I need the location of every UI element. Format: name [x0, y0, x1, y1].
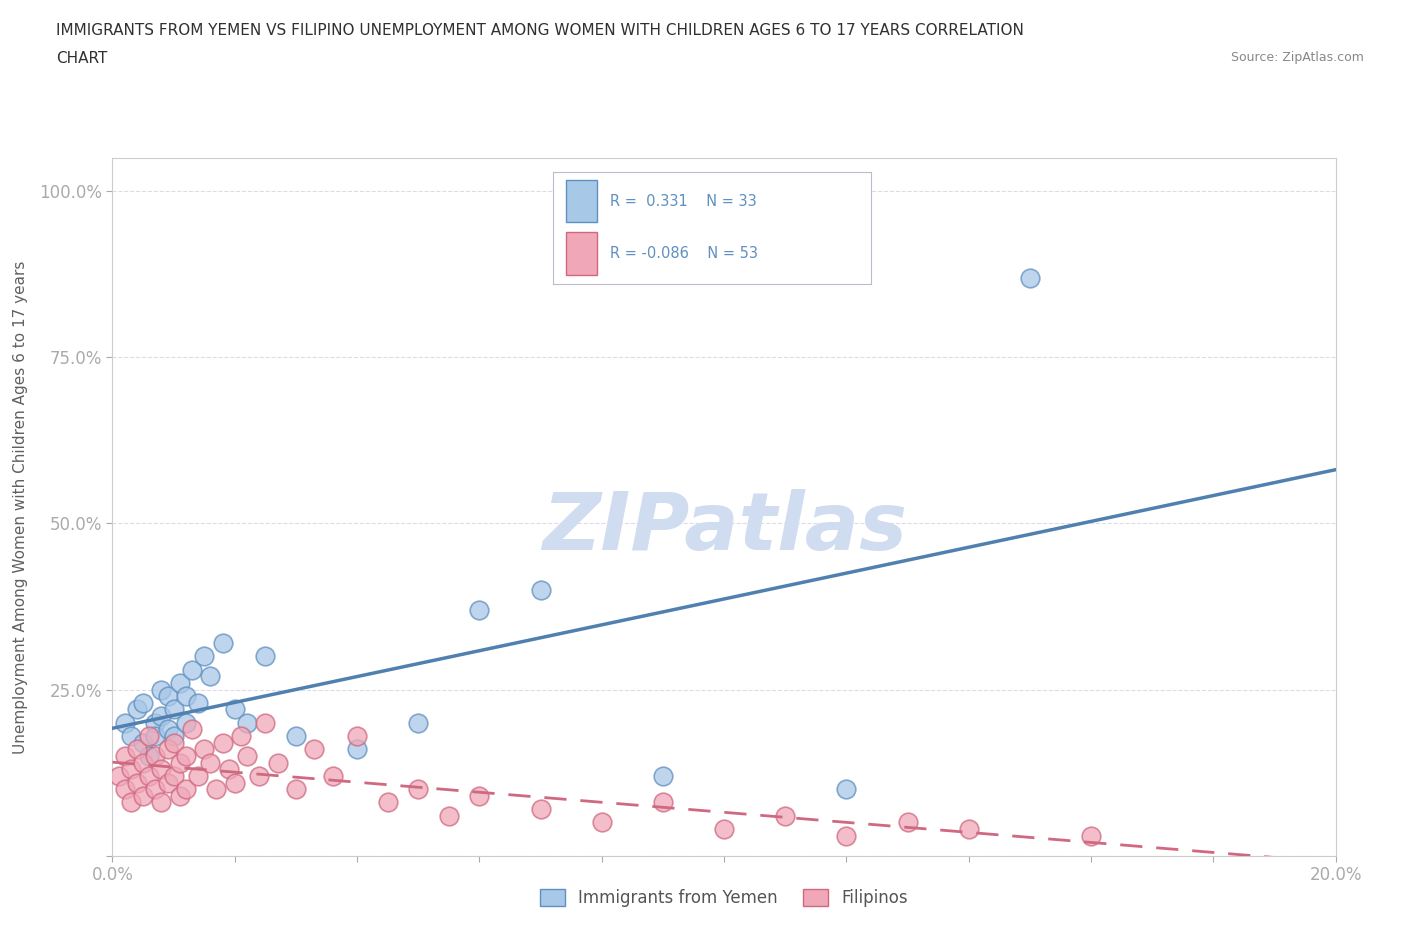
Point [143, 749, 166, 764]
Point [408, 715, 430, 730]
Point [169, 675, 191, 690]
Point [120, 762, 142, 777]
Point [530, 802, 553, 817]
Point [346, 728, 368, 743]
Point [377, 795, 399, 810]
Point [957, 821, 980, 836]
Point [125, 742, 148, 757]
Point [468, 789, 491, 804]
Point [150, 795, 173, 810]
Point [193, 742, 215, 757]
Point [652, 795, 675, 810]
Point [132, 789, 155, 804]
Point [224, 702, 246, 717]
Point [132, 736, 155, 751]
Point [284, 782, 308, 797]
Point [1018, 271, 1040, 286]
Text: ZIPatlas: ZIPatlas [541, 489, 907, 566]
Point [468, 603, 491, 618]
Point [591, 815, 613, 830]
Y-axis label: Unemployment Among Women with Children Ages 6 to 17 years: Unemployment Among Women with Children A… [13, 260, 28, 753]
Point [114, 782, 136, 797]
Point [181, 662, 204, 677]
Point [150, 682, 173, 697]
Point [138, 728, 160, 743]
Point [114, 749, 136, 764]
Text: CHART: CHART [56, 51, 108, 66]
Point [897, 815, 920, 830]
Point [138, 749, 160, 764]
Point [163, 728, 186, 743]
Point [284, 728, 308, 743]
Point [236, 715, 259, 730]
Point [174, 749, 197, 764]
Point [304, 742, 326, 757]
Point [229, 728, 252, 743]
Point [169, 789, 191, 804]
Point [163, 702, 186, 717]
Point [247, 768, 270, 783]
Point [652, 768, 675, 783]
Point [143, 715, 166, 730]
Point [266, 755, 288, 770]
Point [132, 696, 155, 711]
Point [138, 768, 160, 783]
Point [120, 728, 142, 743]
Point [107, 768, 129, 783]
Legend: Immigrants from Yemen, Filipinos: Immigrants from Yemen, Filipinos [533, 882, 915, 913]
Point [132, 755, 155, 770]
Point [530, 582, 553, 597]
Point [150, 709, 173, 724]
Point [156, 689, 179, 704]
Point [713, 821, 735, 836]
Point [437, 808, 460, 823]
Text: IMMIGRANTS FROM YEMEN VS FILIPINO UNEMPLOYMENT AMONG WOMEN WITH CHILDREN AGES 6 : IMMIGRANTS FROM YEMEN VS FILIPINO UNEMPL… [56, 23, 1024, 38]
Text: Source: ZipAtlas.com: Source: ZipAtlas.com [1230, 51, 1364, 64]
Point [205, 782, 228, 797]
Point [187, 696, 209, 711]
Point [125, 702, 148, 717]
Point [193, 649, 215, 664]
Point [156, 775, 179, 790]
Point [254, 649, 277, 664]
Point [224, 775, 246, 790]
Point [218, 762, 240, 777]
Point [174, 782, 197, 797]
Point [143, 782, 166, 797]
Point [835, 782, 858, 797]
Point [187, 768, 209, 783]
Point [156, 722, 179, 737]
Point [143, 728, 166, 743]
Point [322, 768, 344, 783]
Point [211, 635, 233, 650]
Point [174, 689, 197, 704]
Point [236, 749, 259, 764]
Point [125, 775, 148, 790]
Point [775, 808, 797, 823]
Point [120, 795, 142, 810]
Point [200, 755, 222, 770]
Point [211, 736, 233, 751]
Point [835, 829, 858, 844]
Point [174, 715, 197, 730]
Point [254, 715, 277, 730]
Point [163, 768, 186, 783]
Point [156, 742, 179, 757]
Point [181, 722, 204, 737]
Point [163, 736, 186, 751]
Point [408, 782, 430, 797]
Point [114, 715, 136, 730]
Point [150, 762, 173, 777]
Point [346, 742, 368, 757]
Point [200, 669, 222, 684]
Point [169, 755, 191, 770]
Point [1080, 829, 1102, 844]
